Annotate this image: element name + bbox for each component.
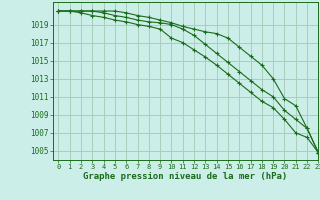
X-axis label: Graphe pression niveau de la mer (hPa): Graphe pression niveau de la mer (hPa) bbox=[84, 172, 288, 181]
